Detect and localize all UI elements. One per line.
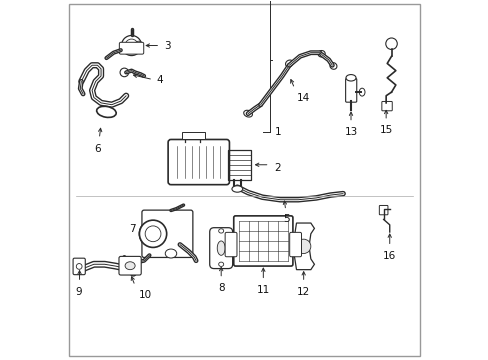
Ellipse shape — [285, 60, 292, 67]
Text: 7: 7 — [129, 225, 135, 234]
Ellipse shape — [217, 241, 224, 255]
Text: 1: 1 — [274, 127, 281, 137]
Ellipse shape — [231, 186, 242, 192]
Text: 2: 2 — [274, 163, 281, 174]
Ellipse shape — [346, 75, 355, 81]
FancyBboxPatch shape — [119, 256, 141, 275]
Circle shape — [134, 41, 142, 50]
Ellipse shape — [359, 88, 364, 96]
Text: 14: 14 — [296, 93, 309, 103]
Text: 15: 15 — [379, 126, 392, 135]
Text: 9: 9 — [75, 287, 82, 297]
FancyBboxPatch shape — [142, 210, 192, 257]
Ellipse shape — [317, 50, 325, 57]
Circle shape — [120, 68, 128, 77]
Text: 12: 12 — [296, 287, 310, 297]
FancyBboxPatch shape — [379, 206, 387, 215]
Circle shape — [121, 36, 142, 55]
FancyBboxPatch shape — [168, 139, 229, 185]
Polygon shape — [292, 223, 314, 270]
Text: 10: 10 — [139, 290, 152, 300]
Circle shape — [385, 38, 396, 49]
Text: 13: 13 — [344, 127, 357, 137]
FancyBboxPatch shape — [224, 232, 237, 257]
Text: 6: 6 — [94, 144, 101, 154]
Text: 3: 3 — [163, 41, 170, 50]
FancyBboxPatch shape — [73, 258, 85, 275]
FancyBboxPatch shape — [182, 132, 204, 139]
FancyBboxPatch shape — [233, 216, 292, 266]
FancyBboxPatch shape — [289, 232, 301, 257]
Text: 4: 4 — [156, 75, 163, 85]
Text: 5: 5 — [283, 215, 289, 224]
Ellipse shape — [125, 262, 135, 270]
Text: 11: 11 — [256, 285, 269, 295]
Ellipse shape — [97, 106, 116, 117]
Circle shape — [296, 239, 310, 253]
Ellipse shape — [165, 249, 176, 258]
Ellipse shape — [243, 110, 252, 117]
Text: 16: 16 — [382, 251, 396, 261]
FancyBboxPatch shape — [209, 228, 232, 269]
FancyBboxPatch shape — [345, 78, 356, 102]
Circle shape — [139, 220, 166, 247]
FancyBboxPatch shape — [381, 102, 391, 111]
Ellipse shape — [329, 63, 336, 69]
FancyBboxPatch shape — [119, 42, 143, 54]
Text: 8: 8 — [218, 283, 224, 293]
Circle shape — [139, 220, 166, 247]
